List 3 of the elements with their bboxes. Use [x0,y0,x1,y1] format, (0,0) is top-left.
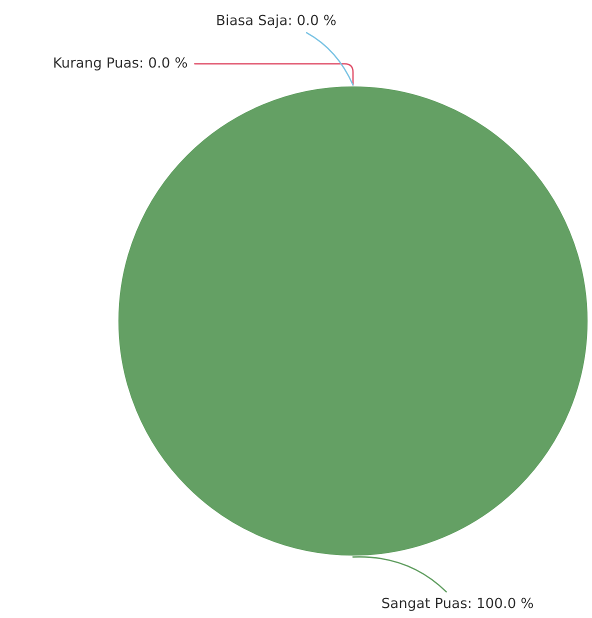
category-label: Biasa Saja: 0.0 % [217,14,336,28]
category-label: Kurang Puas: 0.0 % [54,57,188,70]
slice-label: Sangat Puas: 100.0 % [382,598,534,611]
